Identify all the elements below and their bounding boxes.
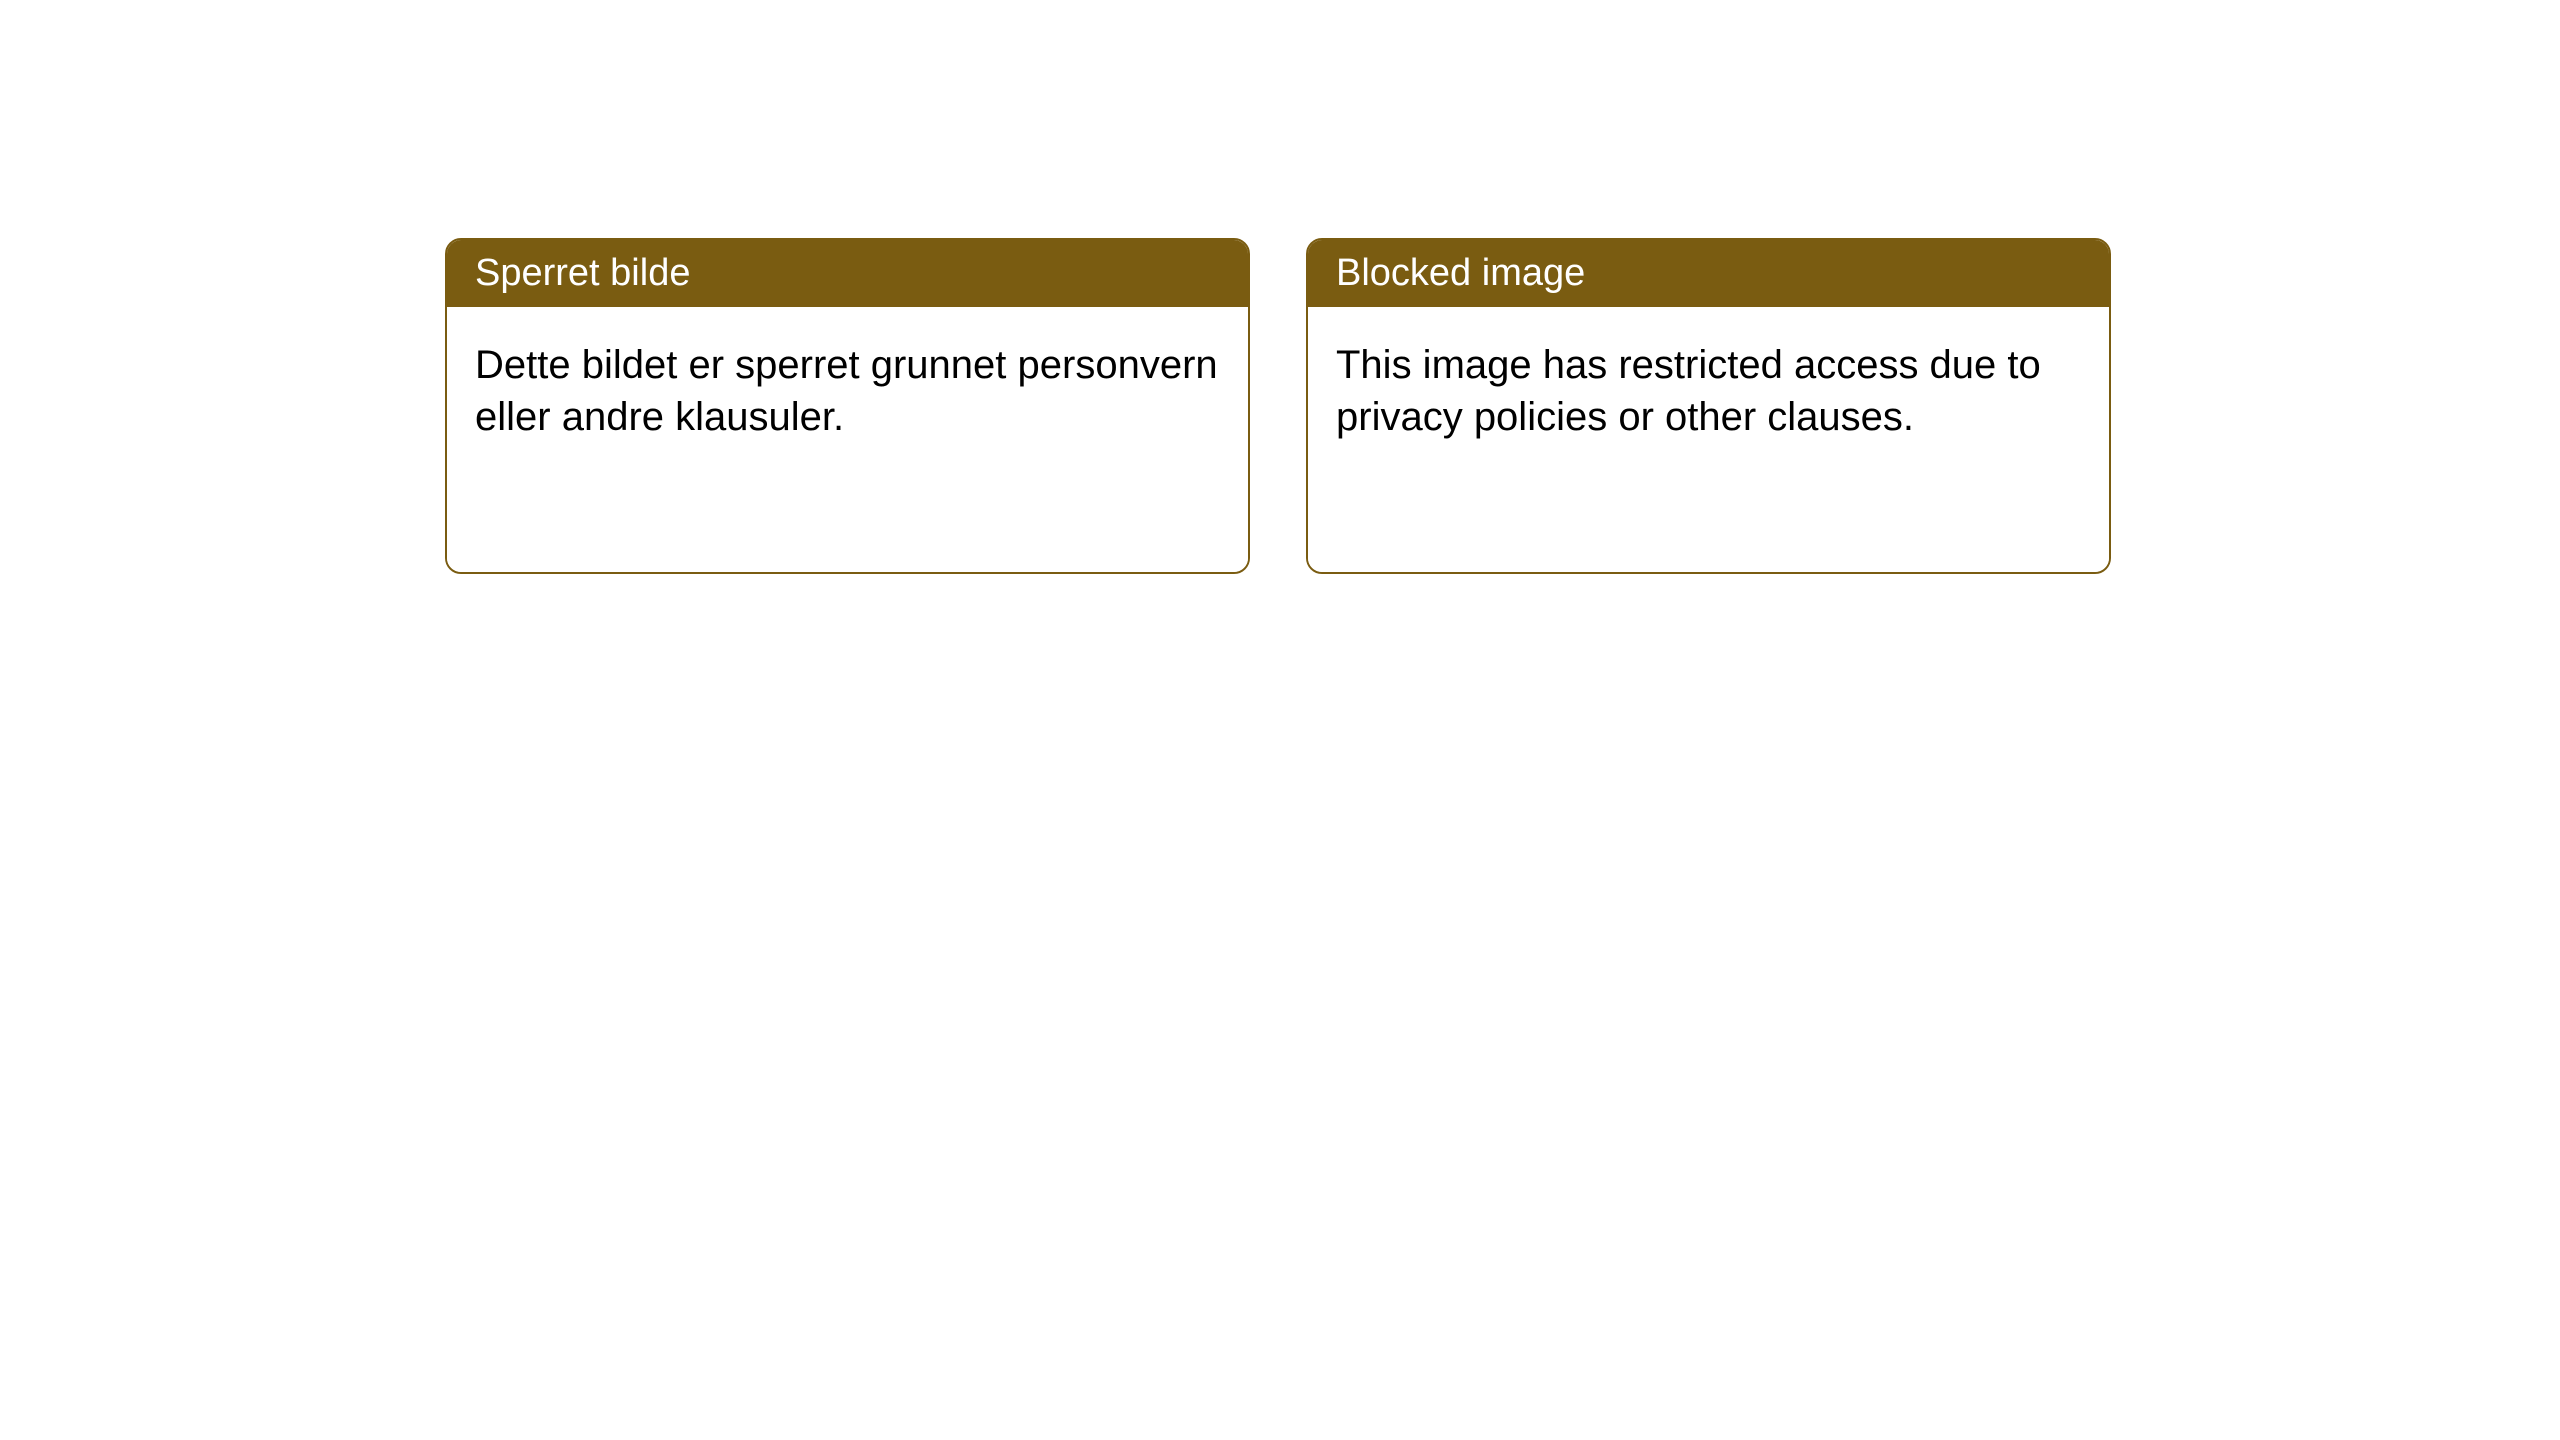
notice-body-text: Dette bildet er sperret grunnet personve… — [475, 343, 1218, 439]
notice-card-english: Blocked image This image has restricted … — [1306, 238, 2111, 574]
notice-body-text: This image has restricted access due to … — [1336, 343, 2041, 439]
notice-header: Sperret bilde — [447, 240, 1248, 307]
notice-title: Sperret bilde — [475, 252, 690, 294]
notice-card-norwegian: Sperret bilde Dette bildet er sperret gr… — [445, 238, 1250, 574]
notice-header: Blocked image — [1308, 240, 2109, 307]
notice-body: This image has restricted access due to … — [1308, 307, 2109, 572]
notice-container: Sperret bilde Dette bildet er sperret gr… — [445, 238, 2111, 574]
notice-title: Blocked image — [1336, 252, 1585, 294]
notice-body: Dette bildet er sperret grunnet personve… — [447, 307, 1248, 572]
